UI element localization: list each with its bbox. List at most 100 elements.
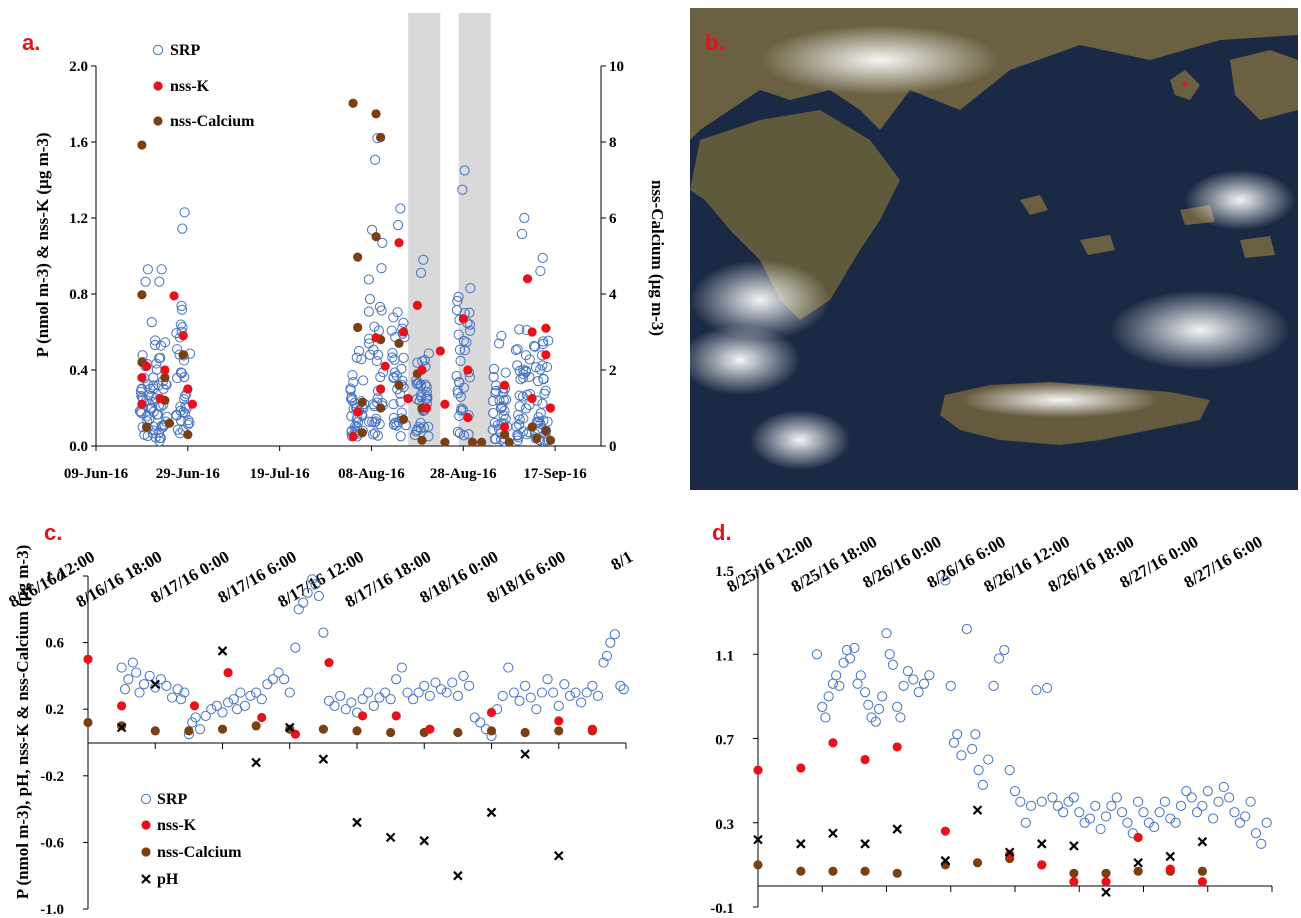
- ph-point: [453, 870, 463, 881]
- nss-calcium-point: [137, 290, 147, 300]
- ph-point: [352, 817, 362, 828]
- srp-point: [187, 717, 198, 728]
- ph-point: [1197, 836, 1208, 847]
- srp-point: [817, 701, 828, 713]
- srp-point: [1047, 792, 1058, 803]
- srp-point: [536, 687, 548, 698]
- ph-x-stroke: [1133, 857, 1143, 868]
- ph-x-stroke: [141, 874, 151, 884]
- srp-point: [535, 418, 546, 430]
- nss-k-point: [403, 393, 413, 404]
- srp-point: [123, 674, 134, 685]
- srp-point: [1175, 800, 1187, 812]
- srp-point: [395, 203, 406, 214]
- srp-point: [298, 597, 309, 608]
- srp-point: [134, 687, 145, 698]
- ph-x-stroke: [453, 870, 463, 881]
- srp-point: [618, 684, 629, 695]
- y-tick-label: -0.6: [40, 835, 64, 851]
- nss-k-point: [223, 667, 233, 678]
- srp-point: [465, 283, 476, 294]
- srp-point: [898, 680, 909, 691]
- srp-point: [487, 408, 499, 419]
- nss-k-point: [137, 399, 147, 409]
- nss-k-point: [1165, 864, 1175, 874]
- chart-legend: SRP nss-K nss-Calcium pH: [140, 791, 242, 888]
- ph-point: [1069, 841, 1079, 851]
- nss-k-point: [160, 365, 170, 375]
- satellite-image: [690, 8, 1298, 490]
- srp-point: [455, 391, 466, 402]
- srp-point: [908, 674, 919, 685]
- nss-k-point: [435, 346, 445, 356]
- chart-marks: [134, 98, 556, 447]
- srp-point: [387, 352, 398, 363]
- y2-tick-label: 6: [609, 211, 617, 227]
- srp-point: [367, 429, 379, 440]
- ph-x-stroke: [753, 834, 763, 845]
- srp-point: [510, 344, 521, 356]
- srp-point: [520, 350, 532, 361]
- srp-point: [179, 687, 190, 698]
- nss-k-point: [155, 393, 165, 404]
- srp-point: [307, 574, 318, 585]
- srp-point: [415, 417, 426, 428]
- x-tick-label: 19-Jul-16: [250, 466, 311, 482]
- ph-point: [150, 679, 161, 690]
- x-tick-label: 17-Sep-16: [523, 466, 587, 482]
- nss-k-point: [394, 238, 404, 248]
- chart-axes: 0.0 0.4 0.8 1.2 1.6 2.0 0 2 4 6 8 10 09-Jun-16 29-Jun…: [64, 59, 624, 482]
- nss-k-point: [257, 712, 267, 723]
- srp-point: [499, 405, 510, 417]
- srp-point: [520, 680, 531, 691]
- ph-point: [796, 839, 806, 849]
- srp-point: [415, 267, 427, 278]
- srp-point: [1111, 792, 1122, 803]
- srp-point: [877, 691, 888, 702]
- srp-point: [538, 374, 549, 385]
- srp-point: [177, 223, 188, 234]
- srp-point: [379, 687, 391, 698]
- srp-point: [175, 694, 187, 705]
- srp-point: [454, 377, 465, 388]
- srp-point: [605, 637, 616, 648]
- srp-point: [138, 679, 150, 690]
- srp-point: [1170, 817, 1181, 828]
- srp-point: [1250, 828, 1262, 839]
- cloud: [750, 410, 850, 470]
- srp-point: [498, 410, 509, 421]
- ph-point: [1165, 851, 1176, 862]
- srp-point: [988, 680, 999, 691]
- srp-point: [398, 317, 409, 328]
- srp-point: [392, 220, 404, 231]
- nss-calcium-point: [371, 232, 381, 242]
- ph-x-stroke: [419, 835, 430, 846]
- srp-point: [190, 712, 201, 723]
- srp-point: [364, 416, 375, 427]
- ph-x-stroke: [318, 754, 329, 764]
- nss-calcium-point: [828, 866, 838, 876]
- srp-point: [1031, 684, 1042, 696]
- nss-k-point: [178, 331, 188, 341]
- panel-b-label: b.: [705, 30, 725, 55]
- srp-point: [1202, 786, 1213, 797]
- srp-point: [131, 667, 142, 678]
- chart-marks: [83, 574, 629, 881]
- srp-point: [452, 385, 463, 396]
- nss-calcium-point: [353, 252, 363, 262]
- srp-point: [154, 432, 165, 444]
- cloud: [760, 25, 1000, 95]
- ph-point: [284, 722, 295, 733]
- ph-x-stroke: [1069, 841, 1079, 851]
- srp-point: [1191, 807, 1203, 818]
- srp-point: [537, 338, 549, 350]
- nss-k-point: [421, 403, 432, 413]
- srp-point: [823, 691, 834, 702]
- srp-point: [156, 264, 167, 275]
- srp-point: [488, 363, 500, 375]
- srp-point: [518, 413, 529, 424]
- srp-point: [496, 330, 507, 341]
- srp-point: [1009, 786, 1021, 797]
- srp-point: [838, 657, 849, 668]
